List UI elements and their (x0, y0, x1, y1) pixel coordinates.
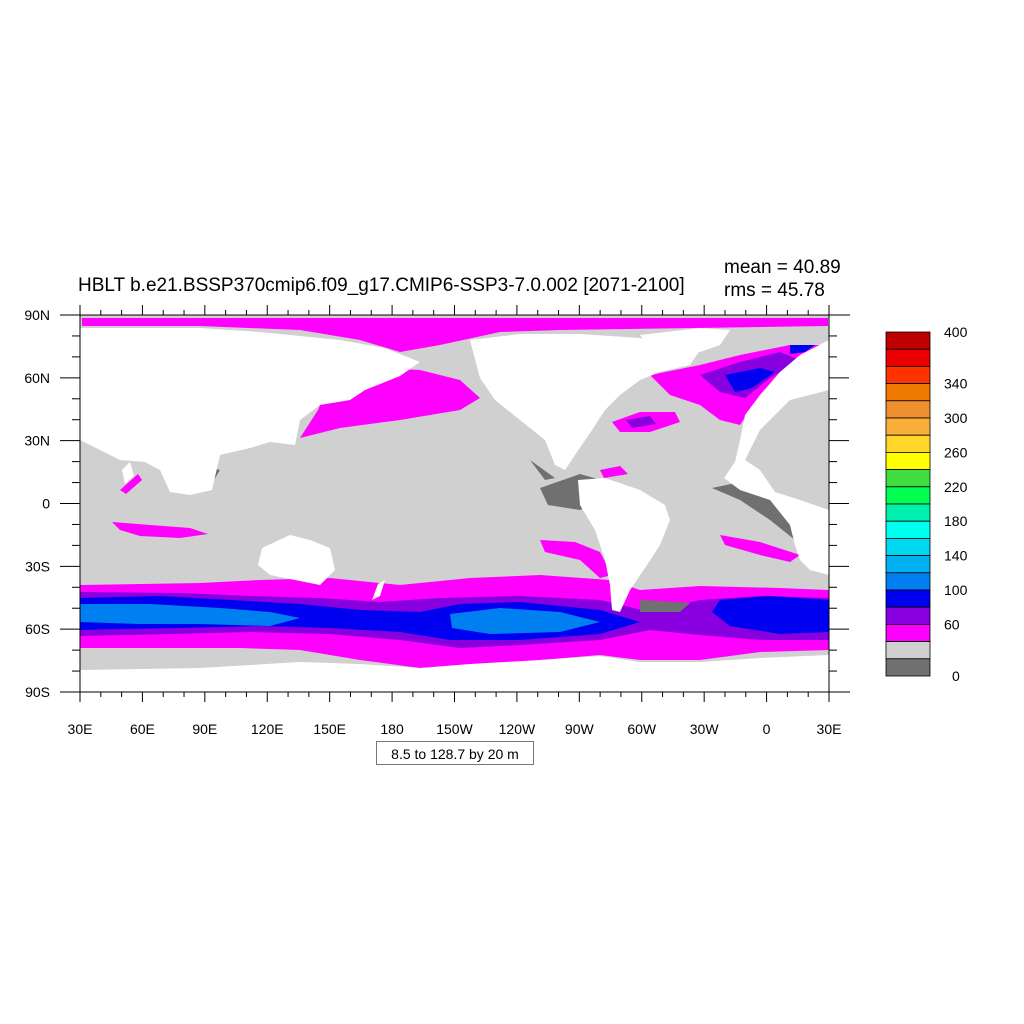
colorbar-swatch (885, 331, 931, 350)
colorbar-swatch (885, 451, 931, 470)
lon-label: 90E (192, 721, 217, 737)
australia-land (258, 535, 335, 585)
lon-label: 180 (380, 721, 404, 737)
colorbar-label: 300 (944, 410, 968, 426)
madagascar-land (122, 462, 134, 484)
south-america-land (578, 478, 670, 612)
colorbar-swatch (885, 555, 931, 574)
lat-ticks (60, 314, 849, 693)
lat-label: 90S (25, 684, 50, 700)
colorbar-labels: 400 340 300 260 220 180 140 100 60 0 (944, 324, 968, 684)
new-zealand-land (372, 580, 385, 600)
lon-labels: 30E 60E 90E 120E 150E 180 150W 120W 90W 60W 30W 0 30… (68, 721, 842, 737)
colorbar-label: 400 (944, 324, 968, 340)
lon-label: 120E (251, 721, 284, 737)
lat-label: 30N (24, 433, 50, 449)
lon-label: 0 (763, 721, 771, 737)
lon-label: 60E (130, 721, 155, 737)
lon-label: 30W (690, 721, 720, 737)
colorbar-label: 260 (944, 444, 968, 460)
colorbar-swatch (885, 486, 931, 505)
lat-label: 60N (24, 370, 50, 386)
greenland-land (640, 328, 730, 355)
lon-ticks (79, 305, 830, 702)
lon-label: 30E (68, 721, 93, 737)
colorbar-swatch (885, 589, 931, 608)
colorbar-swatch (885, 658, 931, 677)
contour-info-box: 8.5 to 128.7 by 20 m (376, 741, 534, 765)
lon-label: 30E (817, 721, 842, 737)
map-title: HBLT b.e21.BSSP370cmip6.f09_g17.CMIP6-SS… (78, 275, 685, 296)
southern-ocean-bands (80, 575, 829, 668)
north-america-land (470, 334, 700, 470)
eurasia-land (80, 328, 420, 495)
mean-stat: mean = 40.89 (724, 257, 841, 278)
lon-label: 120W (499, 721, 536, 737)
lon-label: 60W (627, 721, 657, 737)
colorbar-swatch (885, 417, 931, 436)
colorbar-label: 140 (944, 548, 968, 564)
africa-land (724, 340, 829, 575)
colorbar-label: 220 (944, 479, 968, 495)
colorbar-label: 340 (944, 376, 968, 392)
colorbar-label: 0 (952, 668, 960, 684)
lat-label: 60S (25, 621, 50, 637)
colorbar-swatch (885, 538, 931, 557)
colorbar-swatch (885, 641, 931, 660)
lat-label: 0 (42, 496, 50, 512)
antarctica-land (80, 655, 829, 692)
colorbar (885, 331, 931, 677)
lat-labels: 90N 60N 30N 0 30S 60S 90S (24, 307, 50, 700)
lat-label: 90N (24, 307, 50, 323)
colorbar-swatch (885, 365, 931, 384)
colorbar-swatch (885, 606, 931, 625)
colorbar-swatch (885, 348, 931, 367)
colorbar-swatch (885, 434, 931, 453)
colorbar-swatch (885, 469, 931, 488)
colorbar-swatch (885, 383, 931, 402)
colorbar-swatch (885, 503, 931, 522)
colorbar-swatch (885, 624, 931, 643)
rms-stat: rms = 45.78 (724, 280, 825, 301)
continents (80, 328, 829, 692)
lon-label: 90W (565, 721, 595, 737)
lon-label: 150W (436, 721, 473, 737)
colorbar-swatch (885, 400, 931, 419)
colorbar-swatch (885, 572, 931, 591)
colorbar-label: 60 (944, 616, 960, 632)
colorbar-swatch (885, 520, 931, 539)
colorbar-label: 180 (944, 513, 968, 529)
lat-label: 30S (25, 558, 50, 574)
lon-label: 150E (313, 721, 346, 737)
colorbar-label: 100 (944, 582, 968, 598)
